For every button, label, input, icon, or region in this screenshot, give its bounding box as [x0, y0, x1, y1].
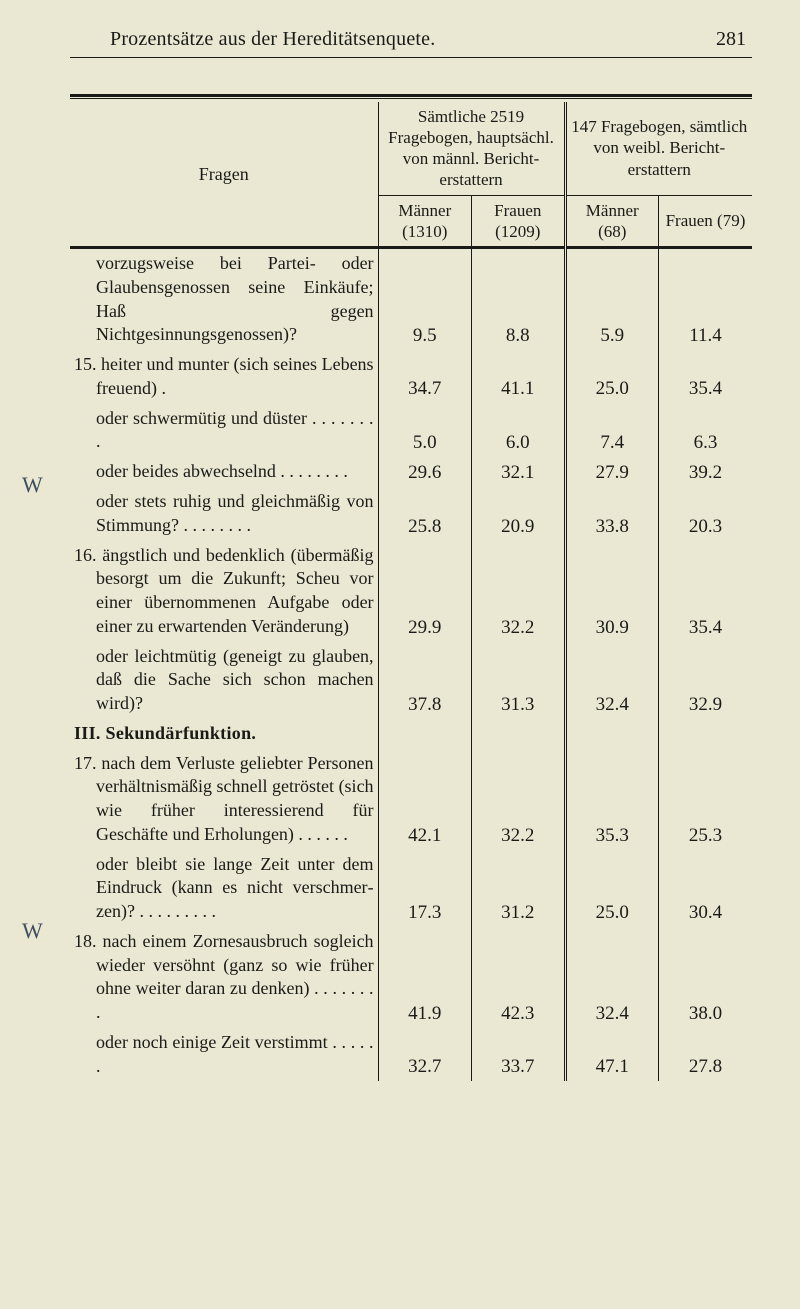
value-cell: 33.8: [565, 487, 658, 541]
value-cell: 47.1: [565, 1028, 658, 1082]
question-cell: oder bleibt sie lange Zeit unter dem Ein…: [70, 850, 378, 927]
value-cell: 42.1: [378, 749, 471, 850]
question-cell: vorzugsweise bei Partei- oder Glaubensge…: [70, 248, 378, 351]
col-header-group-a: Sämtliche 2519 Fragebogen, hauptsächl. v…: [378, 102, 565, 196]
value-cell: 20.3: [658, 487, 752, 541]
margin-annotation-1: W: [22, 472, 43, 498]
value-cell: 6.0: [472, 404, 565, 458]
question-cell: 17. nach dem Verluste gelieb­ter Persone…: [70, 749, 378, 850]
table-row: oder bleibt sie lange Zeit unter dem Ein…: [70, 850, 752, 927]
value-cell: 30.9: [565, 541, 658, 642]
table-row: oder noch einige Zeit verstimmt . . . . …: [70, 1028, 752, 1082]
table-row: vorzugsweise bei Partei- oder Glaubensge…: [70, 248, 752, 351]
value-cell: 5.9: [565, 248, 658, 351]
value-cell: 35.4: [658, 541, 752, 642]
question-cell: oder noch einige Zeit verstimmt . . . . …: [70, 1028, 378, 1082]
value-cell: 25.8: [378, 487, 471, 541]
value-cell: 32.1: [472, 457, 565, 487]
value-cell: 7.4: [565, 404, 658, 458]
table-row: 16. ängstlich und bedenk­lich (übermäßig…: [70, 541, 752, 642]
table-row: 15. heiter und munter (sich seines Leben…: [70, 350, 752, 404]
value-cell: 42.3: [472, 927, 565, 1028]
question-cell: oder stets ruhig und gleichmäßig von Sti…: [70, 487, 378, 541]
value-cell: 39.2: [658, 457, 752, 487]
col-header-frauen-b: Frauen (79): [658, 195, 752, 246]
value-cell: 20.9: [472, 487, 565, 541]
value-cell: 41.1: [472, 350, 565, 404]
col-header-fragen: Fragen: [70, 102, 378, 247]
value-cell: 27.8: [658, 1028, 752, 1082]
table-row: 17. nach dem Verluste gelieb­ter Persone…: [70, 749, 752, 850]
value-cell: 37.8: [378, 642, 471, 719]
value-cell: 33.7: [472, 1028, 565, 1082]
col-header-frauen-a: Frauen (1209): [472, 195, 565, 246]
value-cell: 32.2: [472, 541, 565, 642]
page-number: 281: [716, 28, 746, 51]
question-cell: 18. nach einem Zornesausbruch sogleich w…: [70, 927, 378, 1028]
value-cell: 35.3: [565, 749, 658, 850]
value-cell: 25.0: [565, 350, 658, 404]
value-cell: 29.9: [378, 541, 471, 642]
value-cell: 31.2: [472, 850, 565, 927]
value-cell: 41.9: [378, 927, 471, 1028]
question-cell: oder schwermütig und düster . . . . . . …: [70, 404, 378, 458]
table-row: oder beides abwech­selnd . . . . . . . .…: [70, 457, 752, 487]
data-table: Fragen Sämtliche 2519 Fragebogen, haupts…: [70, 94, 752, 1081]
value-cell: 32.9: [658, 642, 752, 719]
section-3-title: III. Sekundärfunktion.: [70, 719, 378, 749]
question-cell: oder beides abwech­selnd . . . . . . . .: [70, 457, 378, 487]
value-cell: 38.0: [658, 927, 752, 1028]
value-cell: 27.9: [565, 457, 658, 487]
col-header-maenner-a: Männer (1310): [378, 195, 471, 246]
value-cell: 8.8: [472, 248, 565, 351]
value-cell: 5.0: [378, 404, 471, 458]
value-cell: 11.4: [658, 248, 752, 351]
table-row: 18. nach einem Zornesausbruch sogleich w…: [70, 927, 752, 1028]
value-cell: 25.0: [565, 850, 658, 927]
question-cell: 16. ängstlich und bedenk­lich (übermäßig…: [70, 541, 378, 642]
value-cell: 32.7: [378, 1028, 471, 1082]
value-cell: 25.3: [658, 749, 752, 850]
col-header-group-b: 147 Fragebogen, sämtlich von weibl. Beri…: [565, 102, 752, 196]
running-title: Prozentsätze aus der Hereditätsenquete.: [110, 28, 435, 51]
running-header: Prozentsätze aus der Hereditätsenquete. …: [70, 28, 752, 58]
value-cell: 31.3: [472, 642, 565, 719]
value-cell: 35.4: [658, 350, 752, 404]
value-cell: 30.4: [658, 850, 752, 927]
question-cell: oder leichtmütig (geneigt zu glauben, da…: [70, 642, 378, 719]
table-row: oder stets ruhig und gleichmäßig von Sti…: [70, 487, 752, 541]
value-cell: 9.5: [378, 248, 471, 351]
col-header-maenner-b: Männer (68): [565, 195, 658, 246]
table-row: oder schwermütig und düster . . . . . . …: [70, 404, 752, 458]
value-cell: 32.4: [565, 642, 658, 719]
table-row: oder leichtmütig (geneigt zu glauben, da…: [70, 642, 752, 719]
question-cell: 15. heiter und munter (sich seines Leben…: [70, 350, 378, 404]
value-cell: 29.6: [378, 457, 471, 487]
value-cell: 17.3: [378, 850, 471, 927]
margin-annotation-2: W: [22, 918, 43, 944]
value-cell: 32.4: [565, 927, 658, 1028]
value-cell: 32.2: [472, 749, 565, 850]
value-cell: 34.7: [378, 350, 471, 404]
value-cell: 6.3: [658, 404, 752, 458]
